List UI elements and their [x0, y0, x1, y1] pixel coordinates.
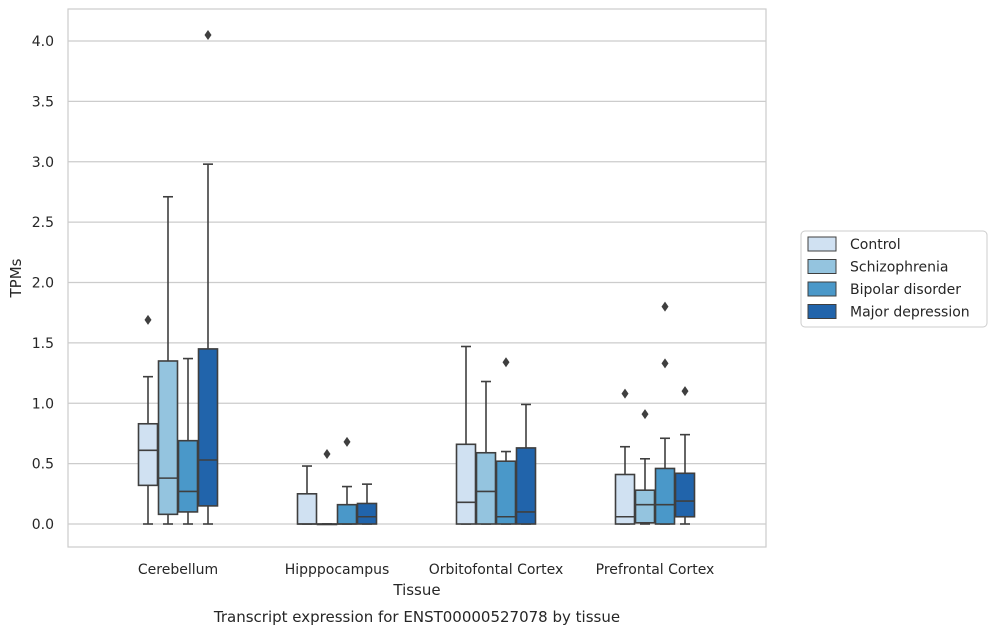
legend-label: Control: [850, 237, 901, 253]
box: [177, 357, 199, 525]
y-axis-title: TPMs: [7, 258, 25, 298]
outlier-point: [681, 386, 689, 397]
outlier-point: [144, 314, 152, 325]
box: [495, 357, 517, 525]
box: [475, 380, 497, 525]
box-series: [137, 29, 696, 526]
legend-swatch: [807, 281, 837, 297]
x-axis-title: Tissue: [392, 581, 440, 599]
outlier-point: [661, 301, 669, 312]
legend-swatch: [807, 259, 837, 274]
outlier-point: [502, 357, 510, 368]
x-tick-label: Orbitofontal Cortex: [429, 562, 564, 578]
y-tick-label: 4.0: [32, 34, 54, 50]
box-body: [177, 439, 199, 513]
y-tick-label: 1.0: [32, 396, 54, 412]
box-body: [495, 460, 517, 525]
box: [356, 483, 378, 525]
legend: Control Schizophrenia Bipolar disorder Majo…: [800, 230, 988, 328]
x-tick-labels: Cerebellum Hipppocampus Orbitofontal Corte…: [138, 562, 714, 578]
box-body: [137, 422, 159, 487]
plot-frame: [67, 8, 767, 548]
y-tick-label: 2.0: [32, 276, 54, 292]
legend-label: Major depression: [850, 305, 970, 321]
box: [197, 29, 219, 525]
y-tick-label: 3.0: [32, 155, 54, 171]
box: [336, 436, 358, 525]
y-tick-label: 3.5: [32, 94, 54, 110]
outlier-point: [661, 358, 669, 369]
box: [455, 345, 477, 525]
y-tick-labels: 0.0 0.5 1.0 1.5 2.0 2.5 3.0 3.5 4.0: [32, 34, 54, 533]
chart-caption: Transcript expression for ENST0000052707…: [213, 608, 620, 626]
box-body: [296, 493, 318, 525]
box: [634, 409, 656, 525]
box-body: [654, 467, 676, 525]
box-body: [614, 473, 636, 525]
box: [614, 388, 636, 525]
box: [296, 465, 318, 525]
box-body: [157, 360, 179, 516]
box-body: [634, 489, 656, 524]
box-body: [674, 472, 696, 518]
legend-label: Bipolar disorder: [850, 282, 961, 298]
outlier-point: [641, 409, 649, 420]
box-body: [197, 348, 219, 507]
outlier-point: [343, 436, 351, 447]
y-tick-label: 0.5: [32, 457, 54, 473]
box-body: [515, 447, 537, 525]
box: [674, 386, 696, 525]
box: [654, 301, 676, 525]
outlier-point: [323, 448, 331, 459]
legend-label: Schizophrenia: [850, 260, 948, 276]
box-body: [455, 443, 477, 525]
legend-swatch: [807, 236, 837, 252]
box-body: [475, 451, 497, 525]
box-body: [336, 503, 358, 525]
y-tick-label: 1.5: [32, 336, 54, 352]
box-body: [356, 502, 378, 525]
box: [137, 314, 159, 525]
y-tick-label: 2.5: [32, 215, 54, 231]
x-tick-label: Cerebellum: [138, 562, 218, 578]
x-tick-label: Prefrontal Cortex: [596, 562, 715, 578]
box: [157, 195, 179, 525]
outlier-point: [621, 388, 629, 399]
y-tick-label: 0.0: [32, 517, 54, 533]
x-tick-label: Hipppocampus: [285, 562, 390, 578]
box: [515, 403, 537, 525]
legend-frame: [800, 230, 988, 328]
box: [316, 448, 338, 526]
legend-swatch: [807, 304, 837, 319]
outlier-point: [204, 29, 212, 40]
